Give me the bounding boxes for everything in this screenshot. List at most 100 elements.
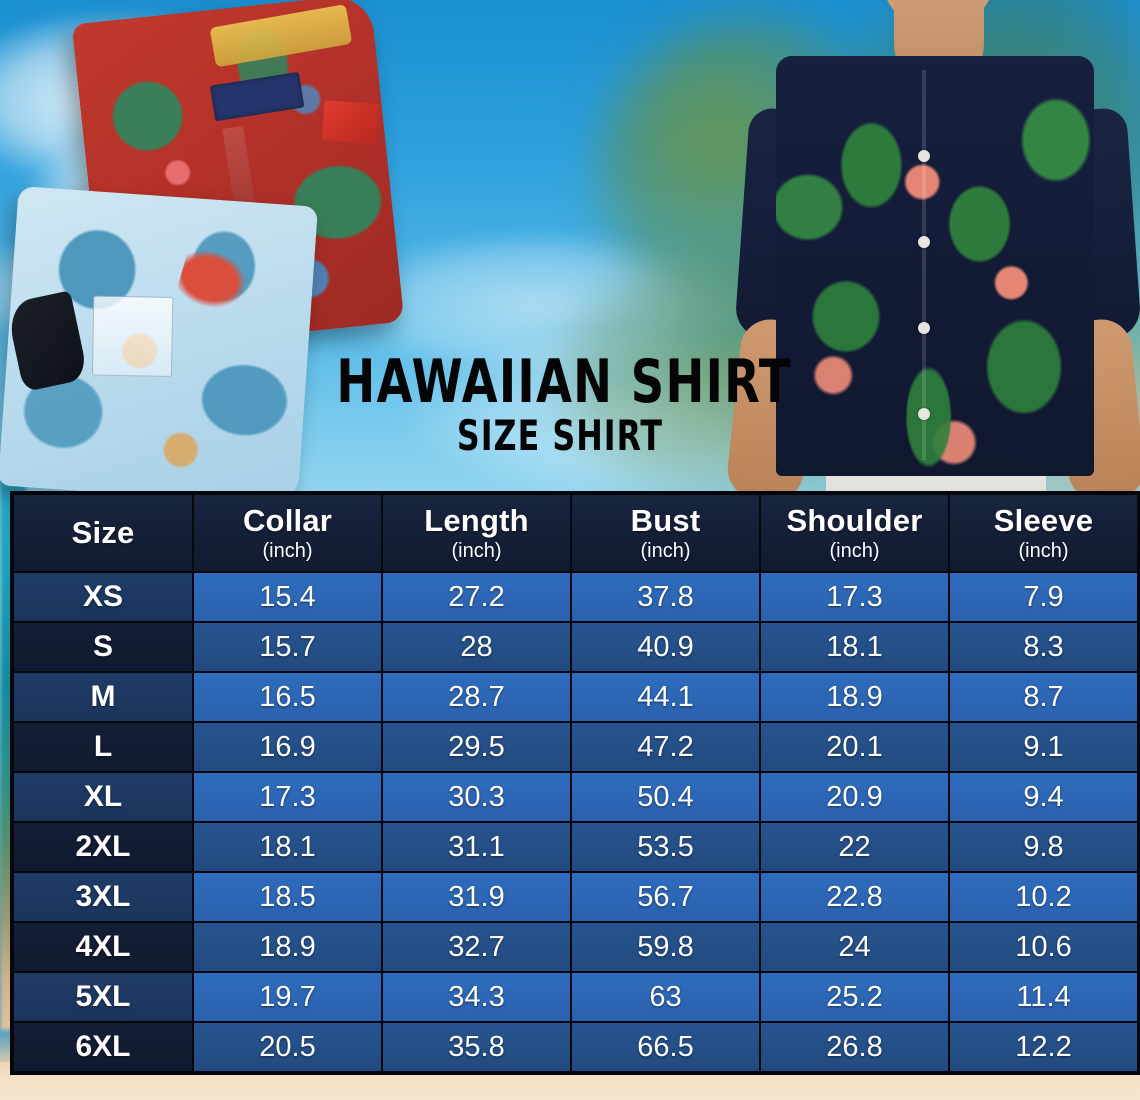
cell-shoulder: 22.8	[761, 873, 948, 921]
cell-size: XS	[14, 573, 192, 621]
column-header-unit: (inch)	[451, 540, 502, 562]
flamingo-hawaiian-shirt-torso	[776, 56, 1094, 476]
size-chart-table: Size Collar (inch) Length (inch) Bust (i…	[12, 493, 1139, 1073]
column-header-shoulder: Shoulder (inch)	[761, 495, 948, 571]
cell-shoulder: 20.9	[761, 773, 948, 821]
table-header-row: Size Collar (inch) Length (inch) Bust (i…	[14, 495, 1137, 571]
table-body: XS 15.4 27.2 37.8 17.3 7.9 S 15.7 28 40.9 18.1 8.3 M…	[14, 573, 1137, 1071]
cell-shoulder: 25.2	[761, 973, 948, 1021]
cell-collar: 17.3	[194, 773, 381, 821]
shirt-button	[918, 236, 930, 248]
cell-shoulder: 24	[761, 923, 948, 971]
macaw-print-motif	[172, 239, 261, 323]
shirt-dark-collar	[5, 290, 89, 393]
column-header-length: Length (inch)	[383, 495, 570, 571]
cell-sleeve: 12.2	[950, 1023, 1137, 1071]
cell-length: 29.5	[383, 723, 570, 771]
cell-size: L	[14, 723, 192, 771]
column-header-label: Sleeve	[993, 503, 1094, 538]
shirt-collar-band	[209, 4, 353, 68]
cell-shoulder: 26.8	[761, 1023, 948, 1071]
cell-bust: 50.4	[572, 773, 759, 821]
column-header-unit: (inch)	[1018, 540, 1069, 562]
cell-shoulder: 18.1	[761, 623, 948, 671]
table-row: S 15.7 28 40.9 18.1 8.3	[14, 623, 1137, 671]
cell-sleeve: 11.4	[950, 973, 1137, 1021]
column-header-bust: Bust (inch)	[572, 495, 759, 571]
cell-collar: 16.9	[194, 723, 381, 771]
cell-shoulder: 22	[761, 823, 948, 871]
cell-bust: 66.5	[572, 1023, 759, 1071]
table-header: Size Collar (inch) Length (inch) Bust (i…	[14, 495, 1137, 571]
cell-size: 6XL	[14, 1023, 192, 1071]
table-row: 4XL 18.9 32.7 59.8 24 10.6	[14, 923, 1137, 971]
cell-size: 3XL	[14, 873, 192, 921]
cell-bust: 37.8	[572, 573, 759, 621]
blue-hawaiian-shirt-photo	[0, 185, 319, 507]
cell-bust: 44.1	[572, 673, 759, 721]
cell-bust: 56.7	[572, 873, 759, 921]
page-subtitle: SIZE SHIRT	[456, 411, 664, 460]
shirt-button	[918, 150, 930, 162]
cell-bust: 53.5	[572, 823, 759, 871]
cell-sleeve: 10.6	[950, 923, 1137, 971]
cell-collar: 15.7	[194, 623, 381, 671]
column-header-label: Length	[424, 503, 529, 538]
cell-sleeve: 9.1	[950, 723, 1137, 771]
column-header-unit: (inch)	[262, 540, 313, 562]
cell-sleeve: 8.3	[950, 623, 1137, 671]
column-header-size: Size	[14, 495, 192, 571]
shirt-button	[918, 408, 930, 420]
cell-sleeve: 10.2	[950, 873, 1137, 921]
cell-length: 28	[383, 623, 570, 671]
cell-size: 2XL	[14, 823, 192, 871]
cell-sleeve: 9.8	[950, 823, 1137, 871]
table-row: 3XL 18.5 31.9 56.7 22.8 10.2	[14, 873, 1137, 921]
cell-shoulder: 20.1	[761, 723, 948, 771]
column-header-unit: (inch)	[829, 540, 880, 562]
cell-length: 27.2	[383, 573, 570, 621]
shirt-button	[918, 322, 930, 334]
cell-sleeve: 8.7	[950, 673, 1137, 721]
cell-length: 32.7	[383, 923, 570, 971]
cell-length: 34.3	[383, 973, 570, 1021]
column-header-label: Collar	[242, 503, 333, 538]
column-header-sleeve: Sleeve (inch)	[950, 495, 1137, 571]
shirt-brand-tag	[321, 99, 379, 144]
cell-size: S	[14, 623, 192, 671]
cell-collar: 16.5	[194, 673, 381, 721]
cell-collar: 18.1	[194, 823, 381, 871]
shirt-pocket	[91, 295, 174, 377]
cell-length: 31.9	[383, 873, 570, 921]
cell-length: 30.3	[383, 773, 570, 821]
page-title: HAWAIIAN SHIRT	[336, 347, 792, 417]
table-row: 5XL 19.7 34.3 63 25.2 11.4	[14, 973, 1137, 1021]
cell-bust: 59.8	[572, 923, 759, 971]
title-block: HAWAIIAN SHIRT SIZE SHIRT	[300, 352, 820, 459]
cell-size: M	[14, 673, 192, 721]
cell-size: XL	[14, 773, 192, 821]
table-row: L 16.9 29.5 47.2 20.1 9.1	[14, 723, 1137, 771]
column-header-label: Size	[71, 515, 135, 550]
cell-collar: 18.5	[194, 873, 381, 921]
cell-sleeve: 7.9	[950, 573, 1137, 621]
cell-length: 31.1	[383, 823, 570, 871]
cell-collar: 18.9	[194, 923, 381, 971]
table-row: XL 17.3 30.3 50.4 20.9 9.4	[14, 773, 1137, 821]
cell-shoulder: 18.9	[761, 673, 948, 721]
cell-bust: 47.2	[572, 723, 759, 771]
column-header-unit: (inch)	[640, 540, 691, 562]
table-row: M 16.5 28.7 44.1 18.9 8.7	[14, 673, 1137, 721]
column-header-collar: Collar (inch)	[194, 495, 381, 571]
cell-bust: 40.9	[572, 623, 759, 671]
shirt-placket-line	[922, 70, 926, 460]
model-photo	[726, 0, 1140, 500]
cell-length: 28.7	[383, 673, 570, 721]
cell-size: 4XL	[14, 923, 192, 971]
cell-bust: 63	[572, 973, 759, 1021]
column-header-label: Shoulder	[786, 503, 923, 538]
cell-size: 5XL	[14, 973, 192, 1021]
table-row: 2XL 18.1 31.1 53.5 22 9.8	[14, 823, 1137, 871]
cell-shoulder: 17.3	[761, 573, 948, 621]
